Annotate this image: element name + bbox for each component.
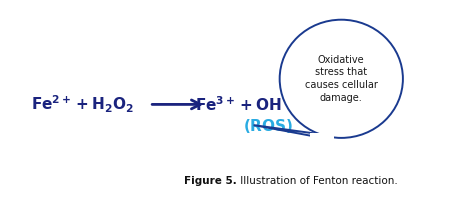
Polygon shape xyxy=(254,125,333,136)
Text: stress that: stress that xyxy=(315,67,367,77)
Text: $\mathbf{(ROS)}$: $\mathbf{(ROS)}$ xyxy=(243,117,293,135)
Text: Illustration of Fenton reaction.: Illustration of Fenton reaction. xyxy=(237,176,398,186)
Text: Oxidative: Oxidative xyxy=(318,55,365,65)
Text: $\mathbf{Fe^{3+} + OH^{\cdot} + OH^{-}}$: $\mathbf{Fe^{3+} + OH^{\cdot} + OH^{-}}$ xyxy=(195,95,340,114)
Polygon shape xyxy=(310,133,334,139)
Text: causes cellular: causes cellular xyxy=(305,80,378,90)
Text: Figure 5.: Figure 5. xyxy=(184,176,237,186)
Text: damage.: damage. xyxy=(320,93,363,103)
Ellipse shape xyxy=(280,20,403,138)
Text: $\mathbf{Fe^{2+} + H_2O_2}$: $\mathbf{Fe^{2+} + H_2O_2}$ xyxy=(31,94,135,115)
